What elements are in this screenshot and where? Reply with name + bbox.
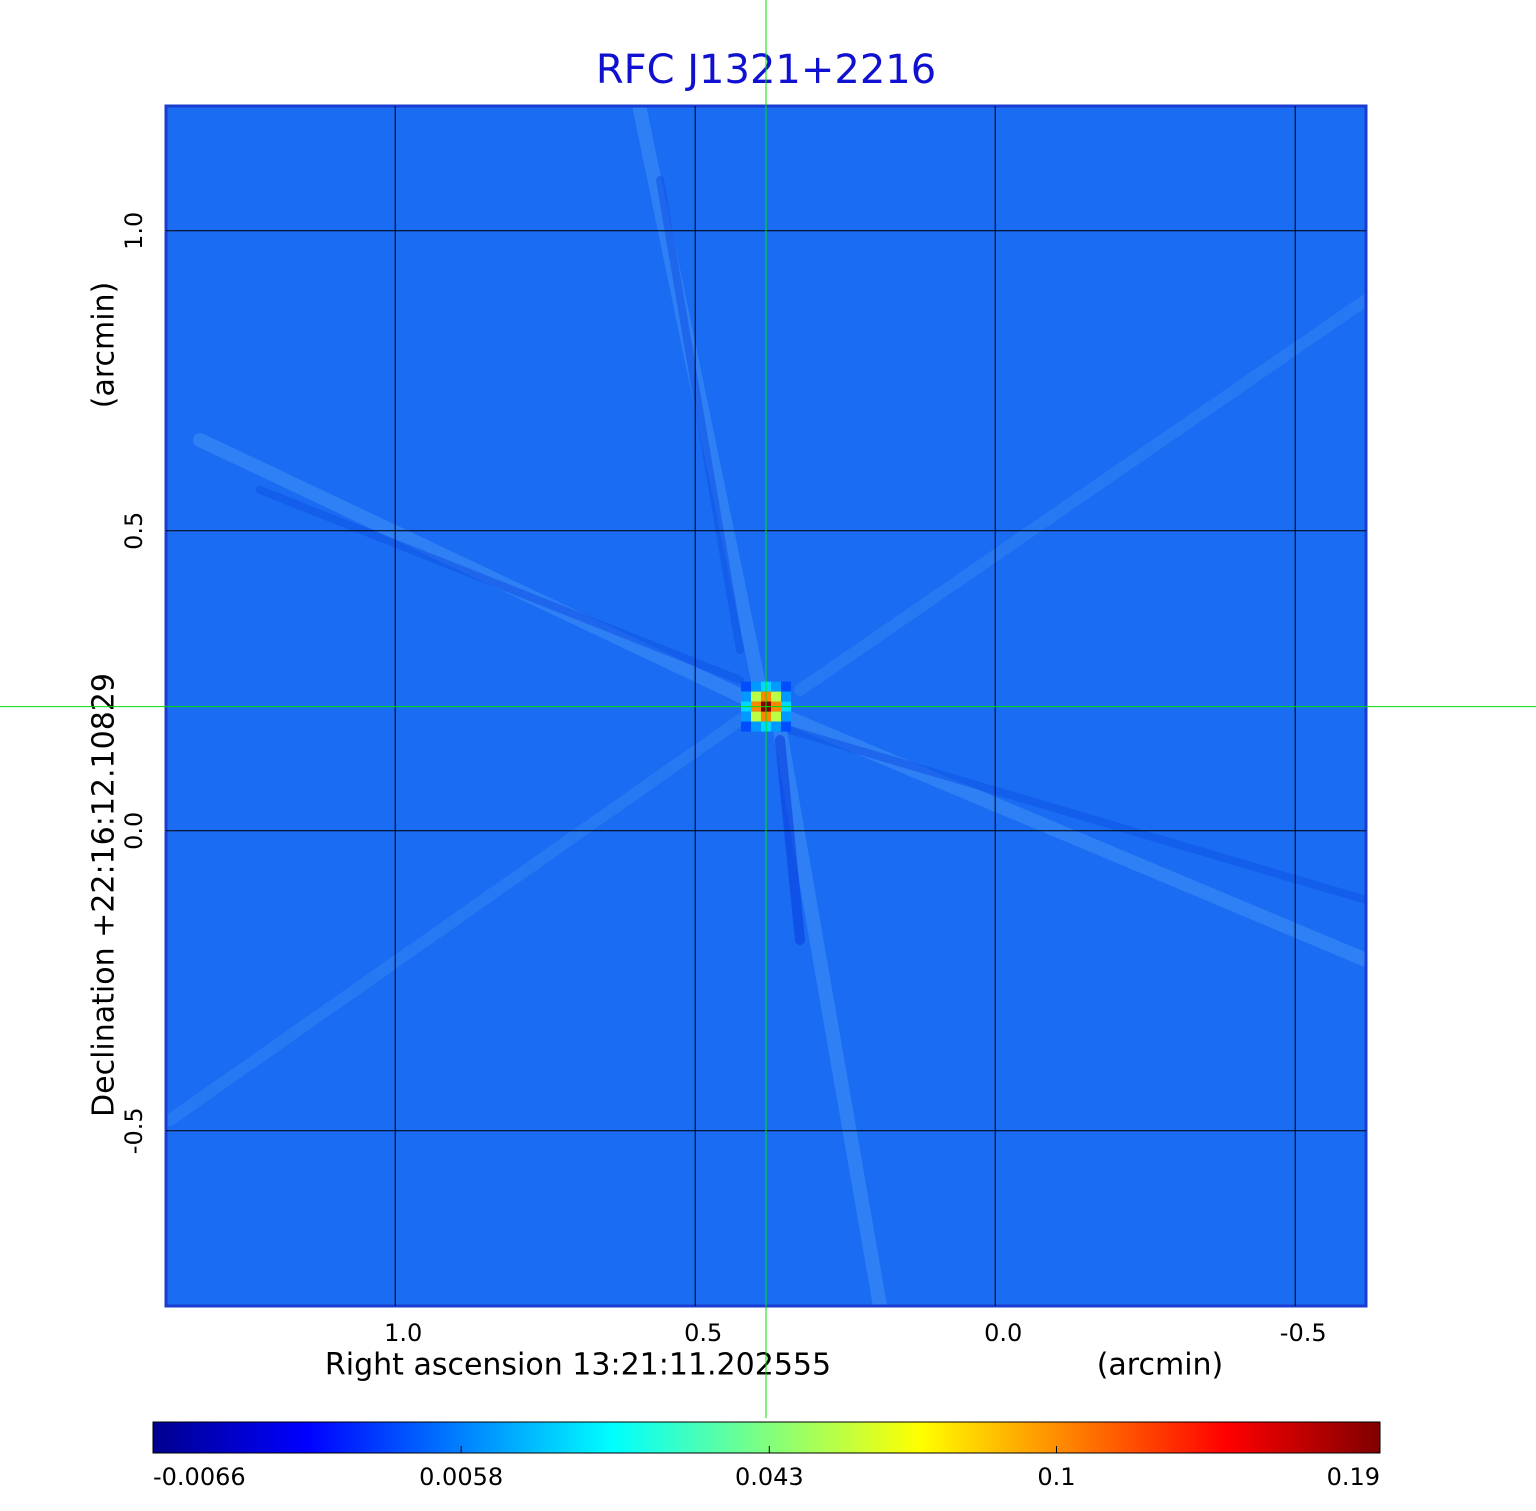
x-tick-label: 0.0 bbox=[984, 1319, 1022, 1347]
source-halo bbox=[741, 721, 751, 732]
source-halo bbox=[771, 711, 781, 722]
colorbar-tick-label: 0.19 bbox=[1327, 1463, 1380, 1491]
y-axis-unit: (arcmin) bbox=[87, 282, 122, 409]
source-halo bbox=[781, 681, 791, 692]
colorbar bbox=[152, 1421, 1381, 1454]
x-axis-label: Right ascension 13:21:11.202555 bbox=[325, 1348, 831, 1383]
source-halo bbox=[741, 691, 751, 702]
source-halo bbox=[771, 721, 781, 732]
source-halo bbox=[781, 691, 791, 702]
x-axis-unit: (arcmin) bbox=[1097, 1348, 1224, 1383]
source-halo bbox=[771, 681, 781, 692]
source-halo bbox=[771, 691, 781, 702]
source-halo bbox=[781, 721, 791, 732]
x-tick-label: 1.0 bbox=[384, 1319, 422, 1347]
y-axis-label: Declination +22:16:12.10829 bbox=[87, 673, 122, 1117]
y-tick-label: 1.0 bbox=[120, 212, 148, 250]
source-halo bbox=[751, 691, 761, 702]
source-halo bbox=[751, 681, 761, 692]
source-halo bbox=[781, 711, 791, 722]
y-tick-label: 0.0 bbox=[120, 812, 148, 850]
colorbar-tick-label: -0.0066 bbox=[153, 1463, 246, 1491]
x-tick-label: -0.5 bbox=[1280, 1319, 1327, 1347]
sidelobes bbox=[166, 106, 1366, 1306]
source-halo bbox=[741, 681, 751, 692]
x-tick-label: 0.5 bbox=[684, 1319, 722, 1347]
source-halo bbox=[751, 711, 761, 722]
colorbar-tick-label: 0.1 bbox=[1037, 1463, 1075, 1491]
y-tick-label: 0.5 bbox=[120, 512, 148, 550]
colorbar-tick-label: 0.043 bbox=[735, 1463, 804, 1491]
source-halo bbox=[741, 711, 751, 722]
y-tick-label: -0.5 bbox=[120, 1107, 148, 1154]
source-halo bbox=[751, 721, 761, 732]
colorbar-tick-label: 0.0058 bbox=[419, 1463, 503, 1491]
